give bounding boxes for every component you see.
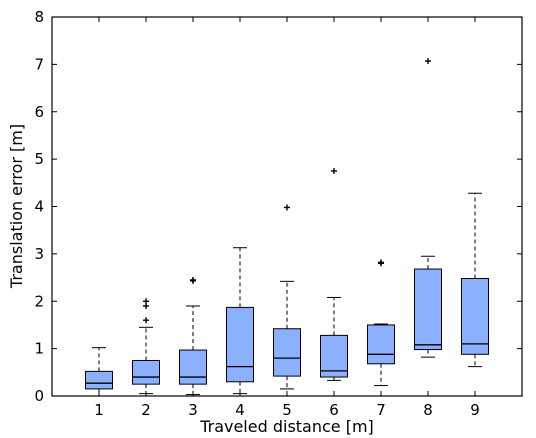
x-tick-label: 3 [188, 401, 198, 419]
box-group [226, 247, 254, 395]
box-group [414, 58, 442, 358]
box-iqr [179, 349, 207, 385]
outlier-point [190, 276, 196, 283]
y-tick-label: 7 [34, 55, 44, 73]
y-tick-label: 0 [34, 387, 44, 405]
x-tick-label: 6 [329, 401, 339, 419]
x-tick-label: 4 [235, 401, 245, 419]
y-tick-label: 6 [34, 103, 44, 121]
box-iqr [414, 268, 442, 351]
y-tick-label: 5 [34, 150, 44, 168]
box-group [132, 298, 160, 395]
x-tick-label: 5 [282, 401, 292, 419]
y-tick-label: 3 [34, 245, 44, 263]
y-tick-label: 4 [34, 198, 44, 216]
box-group [367, 259, 395, 387]
box-iqr [273, 328, 301, 377]
plot-marks [85, 58, 489, 397]
outlier-point [143, 298, 149, 305]
x-tick-label: 8 [423, 401, 433, 419]
box-iqr [367, 324, 395, 365]
box-group [273, 204, 301, 390]
box-iqr [320, 334, 348, 378]
x-tick-label: 9 [470, 401, 480, 419]
y-tick-label: 8 [34, 8, 44, 26]
x-axis: 1 2 3 4 5 6 7 8 9 [94, 17, 480, 419]
outlier-point [143, 317, 149, 324]
y-axis-title: Translation error [m] [7, 124, 26, 289]
box-group [85, 347, 113, 397]
outlier-point [378, 259, 384, 266]
x-tick-label: 1 [94, 401, 104, 419]
x-tick-label: 2 [141, 401, 151, 419]
box-group [320, 167, 348, 381]
box-iqr [85, 370, 113, 390]
box-iqr [461, 278, 489, 355]
x-axis-title: Traveled distance [m] [199, 417, 374, 436]
box-group [461, 192, 489, 368]
x-tick-label: 7 [376, 401, 386, 419]
outlier-point [331, 167, 337, 174]
y-tick-label: 2 [34, 292, 44, 310]
y-tick-label: 1 [34, 340, 44, 358]
outlier-point [425, 58, 431, 65]
box-group [179, 276, 207, 396]
outlier-point [284, 204, 290, 211]
box-iqr [226, 306, 254, 383]
box-iqr [132, 359, 160, 385]
y-axis: 0 1 2 3 4 5 6 7 8 [34, 8, 522, 405]
